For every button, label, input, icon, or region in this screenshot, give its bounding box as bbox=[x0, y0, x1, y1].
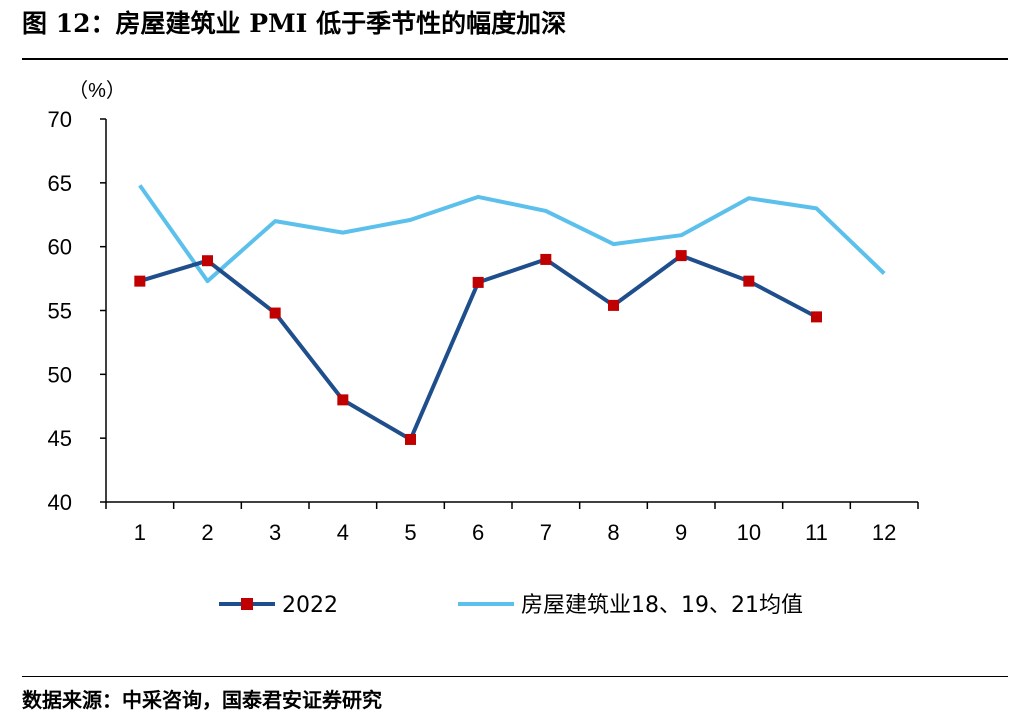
x-tick-label: 4 bbox=[337, 520, 349, 545]
x-tick-label: 5 bbox=[404, 520, 416, 545]
y-tick-label: 40 bbox=[48, 490, 72, 515]
x-tick-label: 8 bbox=[607, 520, 619, 545]
x-tick-label: 9 bbox=[675, 520, 687, 545]
x-tick-label: 3 bbox=[269, 520, 281, 545]
y-unit-label: （%） bbox=[68, 79, 126, 102]
bottom-rule bbox=[22, 676, 1008, 677]
x-tick-label: 10 bbox=[737, 520, 761, 545]
legend-label-2022: 2022 bbox=[282, 593, 338, 618]
legend-marker-2022 bbox=[241, 598, 253, 610]
source-note: 数据来源：中采咨询，国泰君安证券研究 bbox=[22, 688, 382, 712]
y-tick-label: 65 bbox=[48, 171, 72, 196]
point-2022 bbox=[269, 307, 281, 319]
chart-title: 图 12：房屋建筑业 PMI 低于季节性的幅度加深 bbox=[22, 9, 567, 38]
point-2022 bbox=[743, 275, 755, 287]
chart-series bbox=[134, 184, 886, 445]
point-2022 bbox=[608, 299, 619, 311]
x-tick-label: 12 bbox=[872, 520, 896, 545]
x-tick-label: 1 bbox=[134, 520, 146, 545]
x-tick-label: 6 bbox=[472, 520, 484, 545]
point-2022 bbox=[811, 311, 822, 323]
y-tick-label: 55 bbox=[48, 299, 72, 324]
point-2022 bbox=[202, 255, 213, 267]
y-tick-label: 60 bbox=[48, 235, 72, 260]
x-tick-label: 2 bbox=[201, 520, 213, 545]
point-2022 bbox=[337, 394, 349, 406]
x-tick-label: 11 bbox=[805, 520, 828, 545]
top-rule bbox=[22, 58, 1008, 60]
legend-label-average: 房屋建筑业18、19、21均值 bbox=[521, 593, 803, 618]
point-2022 bbox=[675, 250, 687, 262]
y-tick-label: 50 bbox=[48, 362, 72, 387]
point-2022 bbox=[405, 433, 416, 445]
point-2022 bbox=[472, 276, 484, 288]
point-2022 bbox=[540, 253, 552, 265]
series-line-average bbox=[138, 184, 886, 284]
x-tick-label: 7 bbox=[540, 520, 552, 545]
chart-legend: 2022 房屋建筑业18、19、21均值 bbox=[219, 593, 803, 618]
point-2022 bbox=[134, 275, 146, 287]
y-tick-label: 70 bbox=[48, 107, 72, 132]
y-tick-label: 45 bbox=[48, 426, 72, 451]
